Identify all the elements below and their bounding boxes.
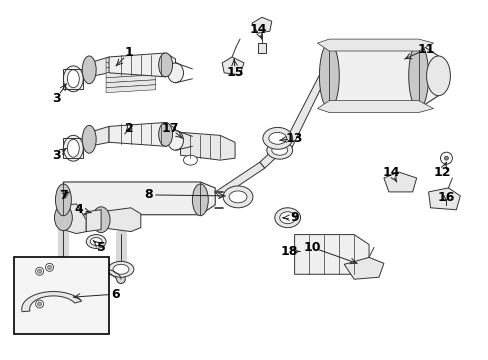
Ellipse shape bbox=[50, 260, 76, 275]
Ellipse shape bbox=[55, 184, 71, 216]
Polygon shape bbox=[109, 53, 175, 77]
Circle shape bbox=[36, 267, 43, 275]
Ellipse shape bbox=[54, 205, 72, 231]
Polygon shape bbox=[294, 235, 368, 274]
Ellipse shape bbox=[279, 212, 295, 224]
Polygon shape bbox=[383, 172, 416, 192]
Text: 5: 5 bbox=[97, 241, 105, 254]
Text: 15: 15 bbox=[226, 66, 244, 79]
Circle shape bbox=[47, 265, 51, 269]
Ellipse shape bbox=[55, 262, 71, 272]
Ellipse shape bbox=[158, 53, 172, 77]
Ellipse shape bbox=[274, 208, 300, 228]
Polygon shape bbox=[101, 208, 141, 231]
Text: 3: 3 bbox=[52, 149, 61, 162]
Polygon shape bbox=[328, 43, 438, 109]
Text: 10: 10 bbox=[303, 241, 321, 254]
Ellipse shape bbox=[192, 184, 208, 216]
Ellipse shape bbox=[82, 56, 96, 84]
Polygon shape bbox=[427, 188, 459, 210]
Text: 11: 11 bbox=[417, 42, 434, 55]
Polygon shape bbox=[21, 292, 81, 312]
Text: 2: 2 bbox=[124, 122, 133, 135]
Polygon shape bbox=[344, 257, 383, 279]
Polygon shape bbox=[106, 55, 155, 63]
Polygon shape bbox=[89, 57, 109, 77]
Polygon shape bbox=[106, 70, 155, 78]
Polygon shape bbox=[63, 204, 86, 234]
Ellipse shape bbox=[67, 70, 79, 88]
Ellipse shape bbox=[271, 145, 287, 155]
Ellipse shape bbox=[167, 130, 183, 150]
Ellipse shape bbox=[92, 207, 110, 233]
Polygon shape bbox=[106, 85, 155, 93]
Polygon shape bbox=[259, 148, 279, 168]
Text: 17: 17 bbox=[162, 122, 179, 135]
Circle shape bbox=[440, 152, 451, 164]
Ellipse shape bbox=[113, 264, 129, 274]
Polygon shape bbox=[215, 162, 264, 198]
Ellipse shape bbox=[183, 155, 197, 165]
Ellipse shape bbox=[63, 66, 83, 92]
Polygon shape bbox=[222, 57, 244, 75]
Ellipse shape bbox=[426, 56, 449, 96]
Circle shape bbox=[38, 269, 41, 273]
Text: 14: 14 bbox=[249, 23, 266, 36]
Polygon shape bbox=[63, 182, 215, 215]
Ellipse shape bbox=[268, 132, 286, 144]
Text: 13: 13 bbox=[285, 132, 303, 145]
Text: 12: 12 bbox=[433, 166, 450, 179]
Ellipse shape bbox=[108, 261, 134, 277]
Polygon shape bbox=[106, 65, 155, 73]
Text: 1: 1 bbox=[124, 46, 133, 59]
Polygon shape bbox=[317, 100, 433, 113]
Ellipse shape bbox=[82, 125, 96, 153]
Polygon shape bbox=[89, 126, 109, 146]
Ellipse shape bbox=[319, 43, 339, 109]
Circle shape bbox=[45, 264, 53, 271]
Polygon shape bbox=[279, 56, 334, 152]
Ellipse shape bbox=[229, 191, 246, 203]
Polygon shape bbox=[109, 122, 175, 146]
Ellipse shape bbox=[266, 141, 292, 159]
Polygon shape bbox=[317, 39, 433, 51]
Polygon shape bbox=[251, 17, 271, 33]
Ellipse shape bbox=[158, 122, 172, 146]
Bar bbox=[14, 257, 109, 334]
Polygon shape bbox=[106, 60, 155, 68]
Text: 14: 14 bbox=[381, 166, 399, 179]
Text: 9: 9 bbox=[290, 211, 298, 224]
Circle shape bbox=[38, 302, 41, 306]
Ellipse shape bbox=[86, 235, 106, 248]
Polygon shape bbox=[106, 80, 155, 88]
Ellipse shape bbox=[223, 186, 252, 208]
Text: 7: 7 bbox=[59, 189, 68, 202]
Ellipse shape bbox=[408, 43, 427, 109]
Ellipse shape bbox=[67, 139, 79, 157]
Ellipse shape bbox=[90, 238, 102, 246]
Ellipse shape bbox=[263, 127, 292, 149]
Text: 3: 3 bbox=[52, 92, 61, 105]
Ellipse shape bbox=[167, 63, 183, 83]
Text: 8: 8 bbox=[144, 188, 153, 201]
Text: 4: 4 bbox=[75, 203, 83, 216]
Polygon shape bbox=[257, 43, 265, 53]
Text: 16: 16 bbox=[437, 192, 454, 204]
Text: 18: 18 bbox=[281, 245, 298, 258]
Circle shape bbox=[36, 300, 43, 308]
Polygon shape bbox=[180, 132, 235, 160]
Polygon shape bbox=[86, 210, 101, 231]
Text: 6: 6 bbox=[111, 288, 120, 301]
Ellipse shape bbox=[63, 135, 83, 161]
Circle shape bbox=[444, 156, 447, 160]
Polygon shape bbox=[106, 75, 155, 83]
